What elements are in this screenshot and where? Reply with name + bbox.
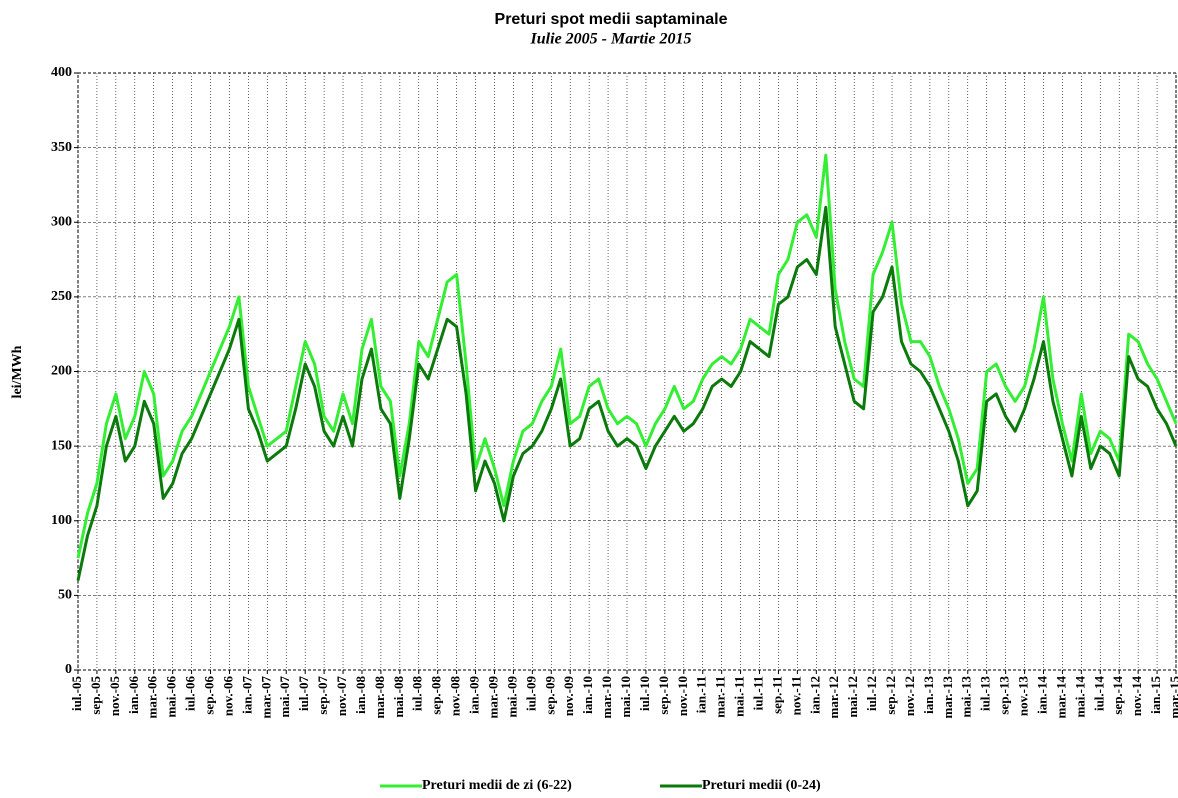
x-tick-label: iul.-07	[296, 676, 311, 712]
x-tick-label: nov.-08	[448, 676, 463, 717]
x-tick-label: nov.-14	[1129, 676, 1144, 717]
x-tick-label: ian.-11	[694, 676, 709, 713]
x-tick-label: iul.-08	[410, 676, 425, 712]
x-tick-label: mar.-07	[258, 676, 273, 719]
x-tick-label: mai.-12	[845, 676, 860, 718]
x-tick-label: ian.-08	[353, 676, 368, 714]
x-tick-label: nov.-11	[788, 676, 803, 715]
x-tick-label: nov.-09	[561, 676, 576, 717]
y-tick-label: 400	[51, 65, 72, 80]
chart-title: Preturi spot medii saptaminale	[495, 11, 728, 28]
x-tick-label: sep.-05	[88, 676, 103, 715]
x-tick-label: iul.-11	[751, 676, 766, 710]
x-tick-label: sep.-13	[997, 676, 1012, 715]
x-tick-label: iul.-13	[978, 676, 993, 712]
y-tick-label: 200	[51, 364, 72, 379]
x-tick-label: iul.-12	[864, 676, 879, 711]
x-tick-label: mai.-09	[504, 676, 519, 718]
x-tick-label: sep.-06	[202, 676, 217, 715]
x-tick-label: mar.-12	[826, 676, 841, 719]
x-tick-label: ian.-15	[1148, 676, 1163, 714]
x-tick-label: mar.-10	[599, 676, 614, 719]
x-tick-label: ian.-13	[921, 676, 936, 714]
x-tick-label: iul.-05	[69, 676, 84, 712]
chart-subtitle: Iulie 2005 - Martie 2015	[530, 31, 692, 48]
x-tick-label: mai.-08	[391, 676, 406, 718]
x-tick-label: iul.-14	[1091, 676, 1106, 712]
x-tick-label: mai.-06	[164, 676, 179, 718]
legend-label: Preturi medii (0-24)	[702, 778, 821, 793]
y-axis-label: lei/MWh	[10, 345, 25, 398]
y-tick-label: 300	[51, 214, 72, 229]
x-tick-label: mai.-11	[732, 676, 747, 717]
y-tick-label: 350	[51, 140, 72, 155]
legend-label: Preturi medii de zi (6-22)	[422, 778, 572, 793]
x-tick-label: sep.-12	[883, 676, 898, 715]
x-tick-label: ian.-07	[239, 676, 254, 714]
x-tick-label: nov.-07	[334, 676, 349, 717]
x-tick-label: mar.-15	[1167, 676, 1178, 719]
x-tick-label: sep.-11	[769, 676, 784, 714]
x-tick-label: sep.-08	[429, 676, 444, 715]
x-tick-label: mai.-07	[277, 676, 292, 718]
y-tick-label: 50	[58, 588, 72, 603]
x-tick-label: mar.-13	[940, 676, 955, 719]
x-tick-label: mar.-09	[485, 676, 500, 719]
x-tick-label: ian.-14	[1034, 676, 1049, 714]
x-tick-label: mar.-06	[145, 676, 160, 719]
x-tick-label: iul.-09	[523, 676, 538, 712]
x-tick-label: nov.-12	[902, 676, 917, 716]
x-tick-label: iul.-10	[637, 676, 652, 711]
series-line	[76, 205, 1178, 581]
x-tick-label: sep.-09	[542, 676, 557, 715]
series-line	[76, 153, 1178, 559]
x-tick-label: sep.-07	[315, 676, 330, 715]
x-tick-label: mar.-14	[1053, 676, 1068, 719]
x-tick-label: ian.-09	[467, 676, 482, 714]
x-tick-label: nov.-05	[107, 676, 122, 717]
x-tick-label: iul.-06	[183, 676, 198, 712]
x-tick-label: mai.-14	[1072, 676, 1087, 718]
y-tick-label: 100	[51, 513, 72, 528]
x-tick-label: mai.-10	[618, 676, 633, 718]
x-tick-label: nov.-13	[1016, 676, 1031, 717]
y-tick-label: 250	[51, 289, 72, 304]
x-tick-label: mar.-11	[713, 676, 728, 718]
x-tick-label: sep.-14	[1110, 676, 1125, 715]
x-tick-label: mar.-08	[372, 676, 387, 719]
x-tick-label: nov.-06	[220, 676, 235, 717]
x-tick-label: sep.-10	[656, 676, 671, 715]
x-tick-label: ian.-12	[807, 676, 822, 714]
x-tick-label: nov.-10	[675, 676, 690, 716]
y-tick-label: 0	[65, 662, 72, 677]
x-tick-label: ian.-06	[126, 676, 141, 714]
x-tick-label: ian.-10	[580, 676, 595, 714]
y-tick-label: 150	[51, 438, 72, 453]
x-tick-label: mai.-13	[959, 676, 974, 718]
plot-border	[77, 72, 1177, 671]
